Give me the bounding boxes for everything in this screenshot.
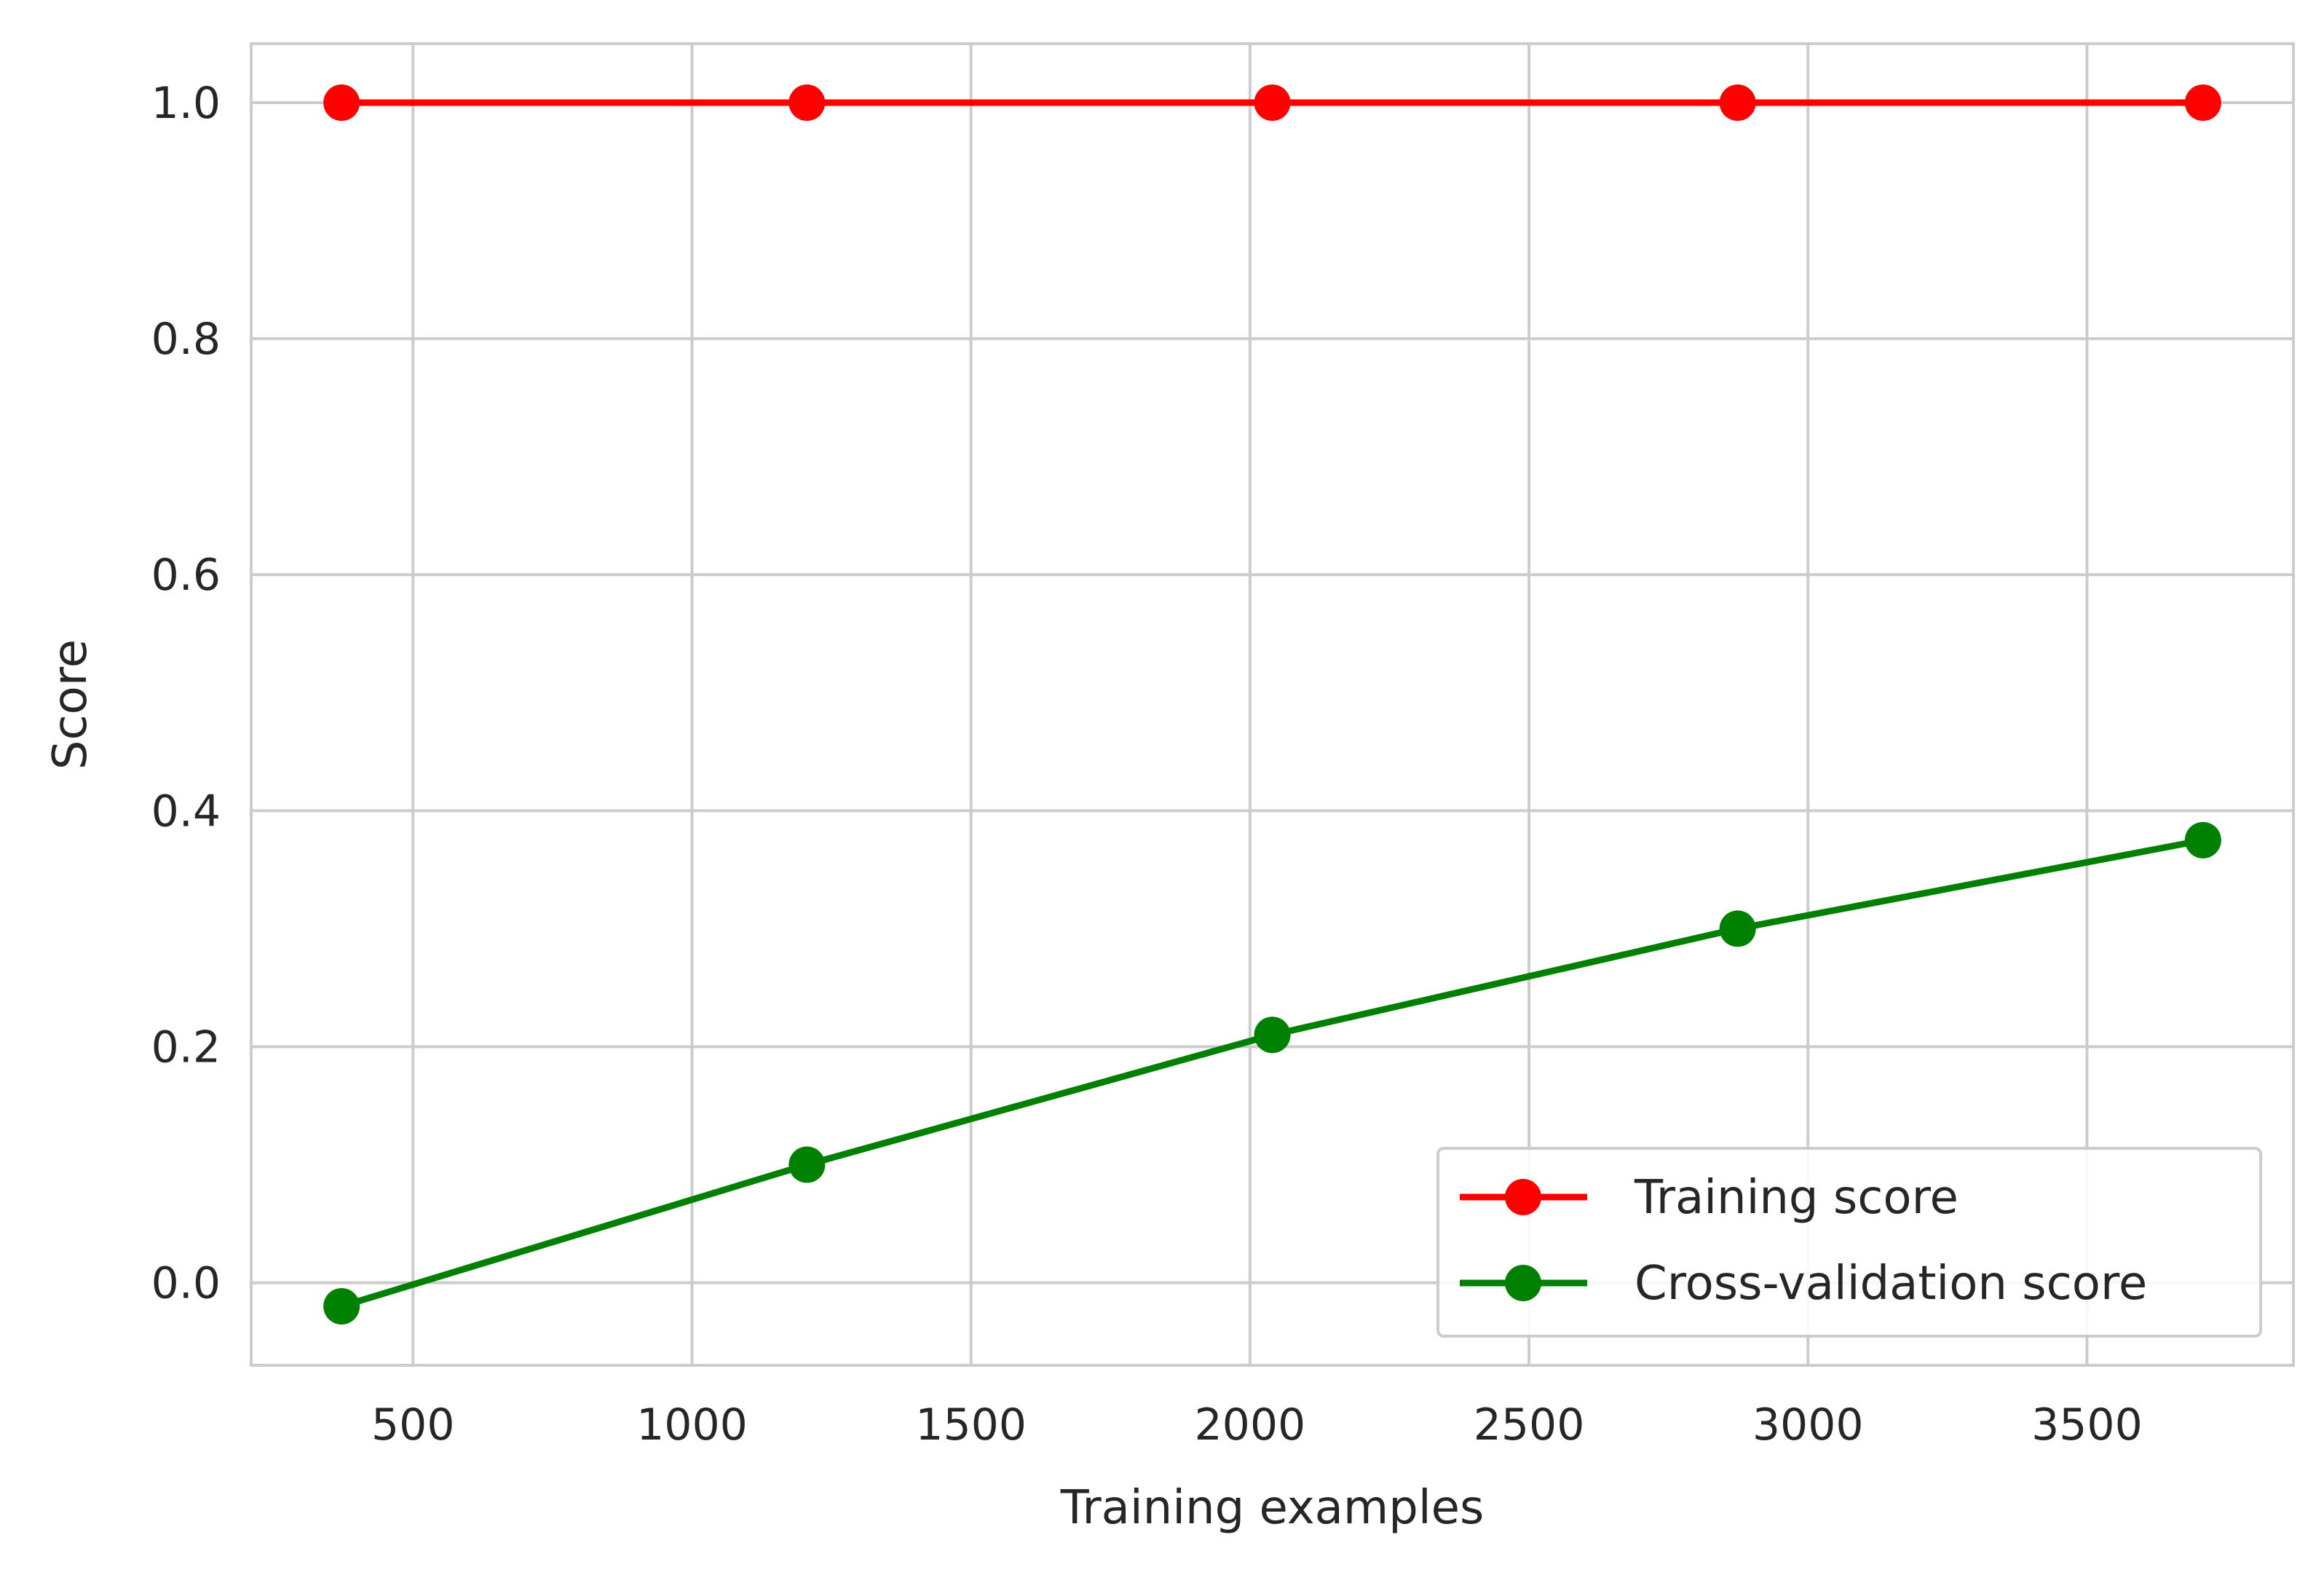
y-tick-label: 0.0	[151, 1258, 221, 1309]
series-layer	[323, 84, 2221, 1325]
data-point	[323, 1287, 360, 1325]
y-tick-label: 1.0	[151, 78, 221, 129]
y-tick-label: 0.8	[151, 314, 221, 365]
data-point	[788, 84, 826, 122]
x-tick-label: 500	[371, 1400, 455, 1450]
data-point	[1254, 1016, 1291, 1054]
x-tick-label: 1500	[915, 1400, 1027, 1450]
x-tick-label: 2500	[1474, 1400, 1585, 1450]
x-tick-label: 1000	[636, 1400, 748, 1450]
legend: Training score Cross-validation score	[1436, 1147, 2262, 1338]
data-point	[323, 84, 360, 122]
data-point	[2184, 84, 2221, 122]
y-tick-label: 0.4	[151, 786, 221, 837]
x-axis-label: Training examples	[1060, 1481, 1485, 1535]
legend-box	[1436, 1147, 2262, 1338]
plot-frame	[250, 42, 2295, 1367]
legend-label-0: Training score	[1634, 1171, 1959, 1225]
y-tick-label: 0.6	[151, 550, 221, 601]
data-point	[1254, 84, 1291, 122]
legend-label-1: Cross-validation score	[1635, 1257, 2147, 1311]
legend-marker-0	[1505, 1179, 1541, 1215]
x-tick-label: 2000	[1194, 1400, 1305, 1450]
data-point	[1719, 910, 1756, 947]
y-axis-label: Score	[44, 639, 98, 770]
tick-labels: 500 1000 1500 2000 2500 3000 3500 0.0 0.2 0.4 0.6 0…	[151, 78, 2143, 1450]
legend-marker-1	[1505, 1265, 1541, 1301]
data-point	[788, 1146, 826, 1183]
data-point	[2184, 821, 2221, 858]
y-tick-label: 0.2	[151, 1022, 221, 1073]
data-point	[1719, 84, 1756, 122]
x-tick-label: 3500	[2031, 1400, 2143, 1450]
x-tick-label: 3000	[1752, 1400, 1864, 1450]
